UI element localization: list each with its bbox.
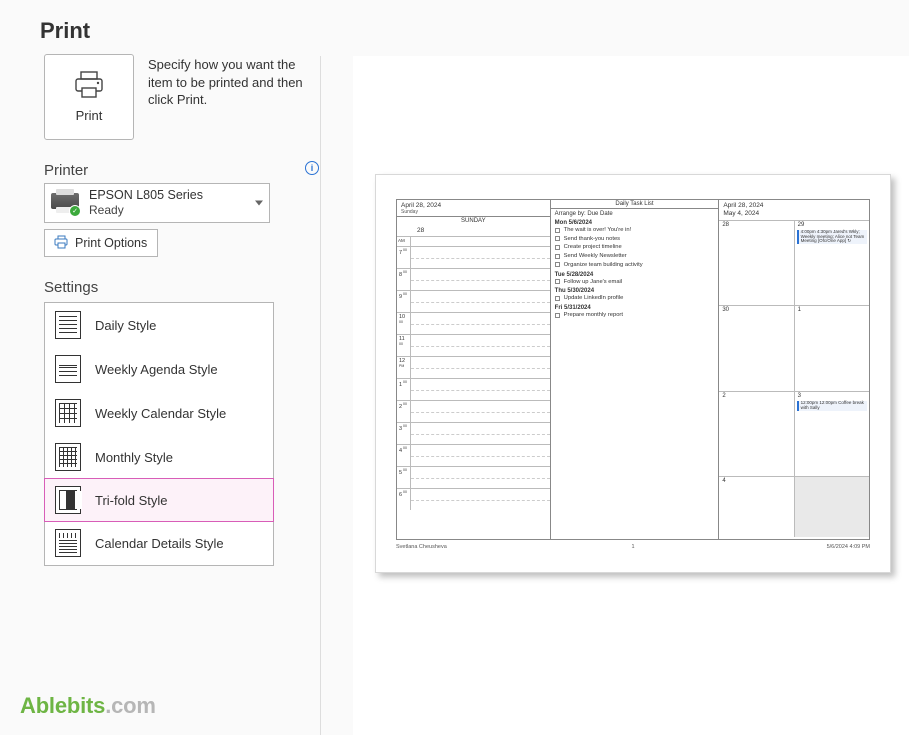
pane-divider <box>320 56 321 735</box>
style-weekly-calendar[interactable]: Weekly Calendar Style <box>45 391 273 435</box>
pane1-weekday: Sunday <box>397 209 550 216</box>
print-options-icon <box>53 235 69 252</box>
left-pane: Print Specify how you want the item to b… <box>44 54 319 566</box>
preview-footer: Svetlana Cheusheva 1 5/6/2024 4:09 PM <box>396 544 870 550</box>
print-help-text: Specify how you want the item to be prin… <box>148 54 319 140</box>
pane2-title: Daily Task List <box>551 200 719 208</box>
footer-left: Svetlana Cheusheva <box>396 544 447 550</box>
printer-dropdown[interactable]: EPSON L805 Series Ready <box>44 183 270 223</box>
footer-right: 5/6/2024 4:09 PM <box>827 544 870 550</box>
weekly-calendar-icon <box>55 399 81 427</box>
preview-pane-tasks: Daily Task List Arrange by: Due Date Mon… <box>551 199 720 540</box>
footer-page: 1 <box>631 544 634 550</box>
printer-name: EPSON L805 Series <box>89 188 203 204</box>
printer-heading: Printer <box>44 162 319 179</box>
settings-heading: Settings <box>44 279 319 296</box>
weekly-agenda-icon <box>55 355 81 383</box>
style-daily[interactable]: Daily Style <box>45 303 273 347</box>
style-label: Tri-fold Style <box>95 493 167 508</box>
watermark-suffix: .com <box>105 693 156 718</box>
style-trifold[interactable]: Tri-fold Style <box>44 478 274 522</box>
print-button[interactable]: Print <box>44 54 134 140</box>
pane1-date: April 28, 2024 <box>397 200 550 209</box>
pane2-arrange: Arrange by: Due Date <box>551 209 719 219</box>
preview-page: April 28, 2024 Sunday SUNDAY 28 AM 7 008… <box>375 174 891 573</box>
style-list: Daily Style Weekly Agenda Style Weekly C… <box>44 302 274 566</box>
pane3-range-b: May 4, 2024 <box>723 210 865 218</box>
printer-icon <box>73 71 105 102</box>
printer-ready-icon <box>69 205 81 217</box>
watermark: Ablebits.com <box>20 693 156 719</box>
style-label: Calendar Details Style <box>95 536 224 551</box>
chevron-down-icon <box>255 201 263 206</box>
style-label: Monthly Style <box>95 450 173 465</box>
pane1-day-num: 28 <box>397 225 550 236</box>
style-label: Daily Style <box>95 318 156 333</box>
printer-thumb-icon <box>51 191 81 215</box>
pane1-am-label: AM <box>397 237 411 246</box>
style-weekly-agenda[interactable]: Weekly Agenda Style <box>45 347 273 391</box>
calendar-details-icon <box>55 529 81 557</box>
style-monthly[interactable]: Monthly Style <box>45 435 273 479</box>
style-details[interactable]: Calendar Details Style <box>45 521 273 565</box>
style-label: Weekly Calendar Style <box>95 406 226 421</box>
print-button-label: Print <box>76 108 103 123</box>
page-title: Print <box>40 18 90 44</box>
pane3-range-a: April 28, 2024 <box>723 202 865 210</box>
monthly-style-icon <box>55 443 81 471</box>
preview-pane-week: April 28, 2024 May 4, 2024 28294:00pm 4:… <box>719 199 870 540</box>
printer-info-icon[interactable]: i <box>305 161 319 175</box>
preview-pane-day: April 28, 2024 Sunday SUNDAY 28 AM 7 008… <box>396 199 551 540</box>
style-label: Weekly Agenda Style <box>95 362 218 377</box>
trifold-style-icon <box>55 486 81 514</box>
watermark-brand: Ablebits <box>20 693 105 718</box>
printer-status: Ready <box>89 203 203 218</box>
daily-style-icon <box>55 311 81 339</box>
print-options-button[interactable]: Print Options <box>44 229 158 257</box>
preview-area: April 28, 2024 Sunday SUNDAY 28 AM 7 008… <box>353 56 909 735</box>
pane1-day-label: SUNDAY <box>397 217 550 225</box>
print-options-label: Print Options <box>75 236 147 250</box>
